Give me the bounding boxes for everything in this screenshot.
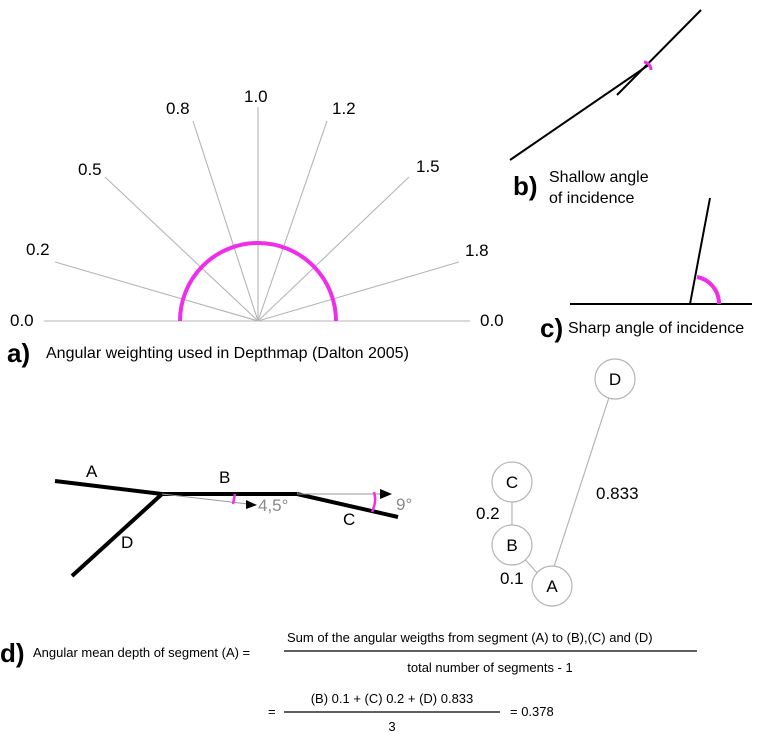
angle-b-arc xyxy=(231,493,237,505)
weight-label-left-0-0: 0.0 xyxy=(10,311,34,330)
panel-c-caption: Sharp angle of incidence xyxy=(568,320,744,337)
panel-d: d) Angular mean depth of segment (A) = S… xyxy=(0,630,697,732)
formula-eq2-prefix: = xyxy=(268,704,276,719)
segment-d xyxy=(70,492,164,578)
formula-numerator: Sum of the angular weigths from segment … xyxy=(287,630,653,645)
weight-label-0-8: 0.8 xyxy=(166,99,190,118)
graph-node-b xyxy=(491,524,533,566)
graph-node-d xyxy=(594,358,636,400)
angle-c-arc xyxy=(370,491,377,513)
graph-node-a xyxy=(531,565,573,607)
formula-result: = 0.378 xyxy=(510,704,554,719)
depth-graph: D C B A 0.2 0.1 0.833 xyxy=(476,358,639,607)
segment-label-d: D xyxy=(121,533,133,552)
angle-b-value: 4,5° xyxy=(258,496,288,515)
segment-label-a: A xyxy=(86,462,98,481)
weight-label-1-2: 1.2 xyxy=(332,99,356,118)
panel-d-letter: d) xyxy=(0,638,25,668)
segment-label-b: B xyxy=(219,468,230,487)
panel-b-caption-line2: of incidence xyxy=(549,190,634,207)
weighting-arc xyxy=(178,241,338,322)
panel-b: b) Shallow angle of incidence xyxy=(509,9,702,207)
panel-a-letter: a) xyxy=(7,338,30,368)
angle-c-arrowhead xyxy=(380,489,392,499)
weight-label-0-5: 0.5 xyxy=(78,160,102,179)
angle-b-arrowhead xyxy=(246,500,257,509)
formula-lhs: Angular mean depth of segment (A) = xyxy=(33,645,250,660)
weight-label-0-2: 0.2 xyxy=(26,240,50,259)
panel-a: 0.0 0.2 0.5 0.8 1.0 1.2 1.5 1.8 0.0 a) A… xyxy=(7,87,504,368)
graph-node-a-label: A xyxy=(546,577,558,596)
segment-line-steep xyxy=(616,9,702,96)
segment-c xyxy=(296,492,399,519)
ray-1-5 xyxy=(257,176,410,322)
incident-segment xyxy=(689,197,711,305)
formula-denominator: total number of segments - 1 xyxy=(407,660,572,675)
edge-weight-b-c: 0.2 xyxy=(476,504,500,523)
segment-diagram: A B C D 4,5° 9° xyxy=(54,462,412,578)
ray-1-2 xyxy=(257,120,328,322)
edge-a-d xyxy=(547,378,616,586)
segment-label-c: C xyxy=(343,510,355,529)
weight-label-right-0-0: 0.0 xyxy=(480,311,504,330)
weight-label-1-5: 1.5 xyxy=(416,157,440,176)
graph-node-c xyxy=(491,461,533,503)
ray-1-8 xyxy=(257,261,460,322)
sharp-angle-arc xyxy=(696,275,722,305)
segment-line-long xyxy=(509,63,651,161)
formula-eq2-denominator: 3 xyxy=(388,719,395,732)
angle-c-value: 9° xyxy=(396,495,412,514)
panel-c: c) Sharp angle of incidence xyxy=(540,197,752,343)
panel-b-letter: b) xyxy=(513,171,538,201)
weight-label-1-0: 1.0 xyxy=(244,87,268,106)
edge-weight-a-d: 0.833 xyxy=(596,484,639,503)
formula-eq2-numerator: (B) 0.1 + (C) 0.2 + (D) 0.833 xyxy=(311,691,474,706)
panel-a-caption: Angular weighting used in Depthmap (Dalt… xyxy=(46,345,409,362)
edge-weight-a-b: 0.1 xyxy=(500,569,524,588)
weight-label-1-8: 1.8 xyxy=(465,241,489,260)
graph-node-b-label: B xyxy=(506,536,517,555)
graph-node-d-label: D xyxy=(609,370,621,389)
panel-c-letter: c) xyxy=(540,313,563,343)
shallow-angle-arc xyxy=(643,60,653,71)
graph-node-c-label: C xyxy=(506,473,518,492)
segment-a xyxy=(54,479,163,496)
ray-0-2 xyxy=(54,261,259,322)
ray-0-8 xyxy=(192,120,259,322)
ray-0-5 xyxy=(104,176,259,322)
panel-b-caption-line1: Shallow angle xyxy=(549,169,649,186)
